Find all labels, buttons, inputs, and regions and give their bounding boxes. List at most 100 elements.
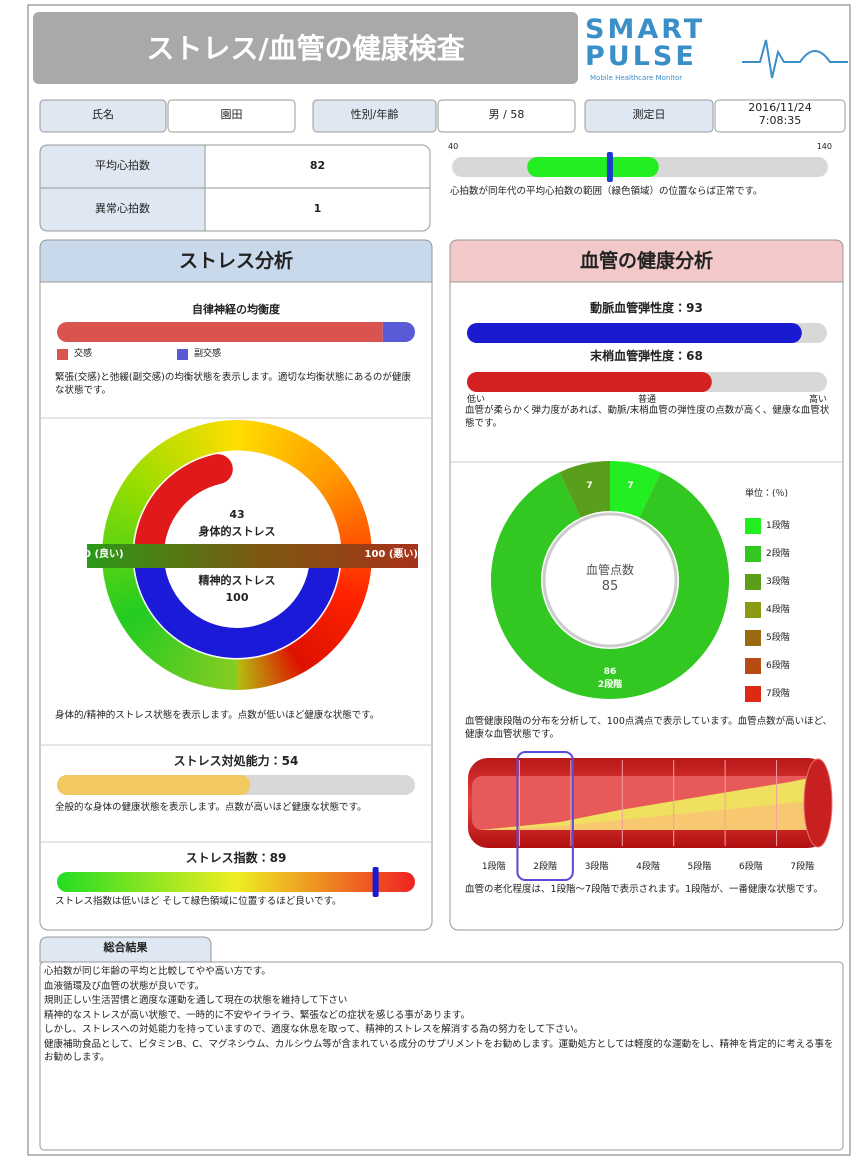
legend-swatch: [745, 546, 761, 562]
vascular-note: 血管が柔らかく弾力度があれば、動脈/末梢血管の弾性度の点数が高く、健康な血管状態…: [465, 405, 830, 429]
scale-label: 低い: [467, 395, 486, 405]
heart-scale-max: 140: [816, 142, 832, 151]
legend-swatch: [745, 518, 761, 534]
peripheral-bar: [467, 372, 712, 392]
gauge-note: 身体的/精神的ストレス状態を表示します。点数が低いほど健康な状態です。: [55, 710, 380, 721]
mental-label: 精神的ストレス: [198, 574, 276, 587]
vessel-illustration: [468, 758, 833, 848]
legend-label: 5段階: [766, 633, 790, 643]
scale-label: 高い: [808, 395, 827, 405]
logo-ecg: [742, 39, 848, 79]
info-label-box: [584, 99, 714, 133]
legend-unit: 単位：(％): [745, 489, 789, 499]
info-label: 性別/年齢: [350, 108, 399, 121]
title-box: [33, 12, 578, 84]
heart-value: 82: [309, 159, 326, 172]
legend-swatch: [745, 574, 761, 590]
legend-label: 2段階: [766, 549, 790, 559]
peripheral-value: 68: [686, 349, 703, 363]
balance-segment: [382, 322, 415, 342]
legend-swatch: [745, 686, 761, 702]
info-label-box: [312, 99, 437, 133]
logo: SMART PULSE: [585, 14, 706, 72]
page-frame: [27, 4, 851, 1156]
heart-marker: [606, 152, 613, 182]
arterial-bar: [467, 323, 802, 343]
legend-swatch: [745, 630, 761, 646]
donut-value-label: 7: [586, 481, 593, 492]
stress-title: ストレス分析: [178, 250, 293, 272]
index-marker: [372, 867, 379, 897]
info-boxes: [39, 99, 846, 133]
stress-header: [39, 239, 433, 283]
donut-score: 85: [601, 579, 619, 594]
info-value-box: [167, 99, 296, 133]
summary-line: 規則正しい生活習慣と適度な運動を通して現在の状態を維持して下さい: [44, 995, 348, 1006]
index-label: ストレス指数：89: [40, 850, 432, 866]
legend-label: 7段階: [766, 689, 790, 699]
summary-line: しかし、ストレスへの対処能力を持っていますので、適度な休息を取って、精神的ストレ…: [44, 1024, 584, 1035]
physical-label: 身体的ストレス: [198, 525, 276, 538]
heart-label: 異常心拍数: [95, 202, 150, 215]
physical-stress-arc: [134, 454, 233, 570]
legend-label: 副交感: [194, 349, 222, 359]
info-label-box: [39, 99, 167, 133]
info-label: 氏名: [92, 108, 114, 121]
section-dividers: [40, 417, 843, 843]
index-track: [57, 872, 415, 892]
info-value: 男 / 58: [488, 108, 525, 121]
donut-segment: [609, 461, 661, 518]
donut-center: [542, 512, 678, 648]
balance-note: 緊張(交感)と弛緩(副交感)の均衡状態を表示します。適切な均衡状態にあるのが健康…: [55, 372, 411, 396]
arterial-label-text: 動脈血管弾性度：: [590, 301, 687, 315]
vessel-end: [803, 758, 833, 848]
peripheral-label-text: 末梢血管弾性度：: [590, 349, 687, 363]
index-value: 89: [269, 851, 287, 865]
coping-value: 54: [281, 754, 299, 768]
legend-label: 4段階: [766, 605, 790, 615]
coping-label: ストレス対処能力：54: [40, 753, 432, 769]
heart-note: 心拍数が同年代の平均心拍数の範囲（緑色領域）の位置ならば正常です。: [450, 186, 763, 197]
heart-scale-min: 40: [448, 142, 459, 151]
coping-note: 全般的な身体の健康状態を表示します。点数が高いほど健康な状態です。: [55, 802, 367, 813]
mental-value: 100: [225, 591, 249, 604]
arterial-value: 93: [686, 301, 703, 315]
index-label-text: ストレス指数：: [185, 851, 270, 865]
vascular-title: 血管の健康分析: [579, 250, 713, 272]
legend-label: 6段階: [766, 661, 790, 671]
heart-label: 平均心拍数: [95, 159, 150, 172]
vessel-plaque-inner: [480, 800, 818, 830]
stages-note: 血管の老化程度は、1段階〜7段階で表示されます。1段階が、一番健康な状態です。: [465, 884, 824, 895]
summary-line: 健康補助食品として、ビタミンB、C、マグネシウム、カルシウム等が含まれている成分…: [44, 1038, 834, 1064]
peripheral-label: 末梢血管弾性度：68: [450, 348, 843, 364]
balance-segment: [57, 322, 383, 342]
info-value: 2016/11/24 7:08:35: [748, 101, 812, 128]
info-value-box: [437, 99, 576, 133]
arterial-label: 動脈血管弾性度：93: [450, 300, 843, 316]
summary-box: [39, 961, 844, 1151]
stage-label: 5段階: [687, 862, 712, 872]
gauge-max-label: 100 (悪い): [364, 549, 419, 560]
gauge-axis-bar: [87, 544, 418, 568]
summary-title: 総合結果: [103, 941, 148, 954]
stage-label: 1段階: [481, 862, 506, 872]
stage-label: 6段階: [738, 862, 763, 872]
summary-line: 精神的なストレスが高い状態で、一時的に不安やイライラ、緊張などの症状を感じる事が…: [44, 1009, 470, 1021]
donut-major-name: 2段階: [597, 680, 623, 690]
coping-bar: [57, 775, 251, 795]
info-value-box: [714, 99, 846, 133]
legend-swatch: [745, 602, 761, 618]
coping-label-text: ストレス対処能力：: [173, 754, 282, 768]
legend-label: 1段階: [766, 521, 790, 531]
summary-line: 心拍数が同じ年齢の平均と比較してやや高い方です。: [44, 966, 271, 977]
stage-label: 7段階: [790, 862, 815, 872]
legend-swatch: [745, 658, 761, 674]
stage-label: 3段階: [584, 862, 609, 872]
title: ストレス/血管の健康検査: [146, 32, 465, 65]
donut-segment: [559, 461, 611, 518]
balance-title: 自律神経の均衡度: [192, 303, 280, 316]
donut-center-label: 血管点数: [585, 563, 634, 577]
heart-value: 1: [313, 202, 322, 215]
stage-label: 2段階: [533, 862, 557, 872]
